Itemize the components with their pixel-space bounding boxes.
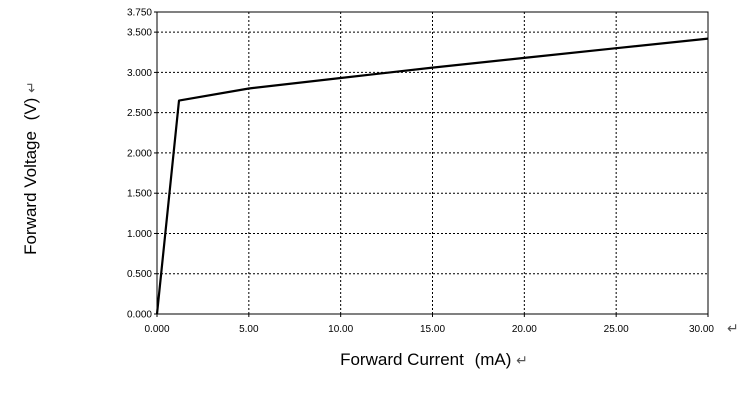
series-line [155,37,709,315]
x-tick-label: 30.00 [689,324,714,335]
x-tick-label: 10.00 [328,324,353,335]
x-axis-return-mark: ↵ [516,352,528,368]
y-tick-label: 0.000 [127,310,152,321]
x-tick-label: 15.00 [420,324,445,335]
y-tick-label: 2.500 [127,108,152,119]
x-axis-label: Forward Current [340,350,464,369]
x-tick-label: 0.000 [144,324,169,335]
y-tick-label: 1.000 [127,229,152,240]
x-axis-title: Forward Current (mA) ↵ [340,350,528,369]
y-axis-label: Forward Voltage [21,131,40,255]
x-axis-ticks: 0.000 5.00 10.00 15.00 20.00 25.00 30.00 [144,314,714,335]
grid-lines [157,12,708,314]
x-tick-label: 25.00 [604,324,629,335]
y-axis-return-mark: ↵ [23,81,39,93]
y-tick-label: 3.500 [127,28,152,39]
y-tick-label: 3.750 [127,8,152,19]
x-tick-label: 5.00 [239,324,259,335]
y-tick-label: 0.500 [127,269,152,280]
x-axis-unit: (mA) [475,350,512,369]
y-axis-unit: (V) [21,98,40,121]
x-tick-label: 20.00 [512,324,537,335]
y-tick-label: 3.000 [127,68,152,79]
y-axis-ticks: 0.000 0.500 1.000 1.500 2.000 2.500 3.000 3.500… [127,8,157,321]
y-tick-label: 2.000 [127,148,152,159]
y-tick-label: 1.500 [127,189,152,200]
x-tick-return-mark: ↵ [727,320,739,336]
y-axis-title: Forward Voltage (V) ↵ [21,81,40,255]
